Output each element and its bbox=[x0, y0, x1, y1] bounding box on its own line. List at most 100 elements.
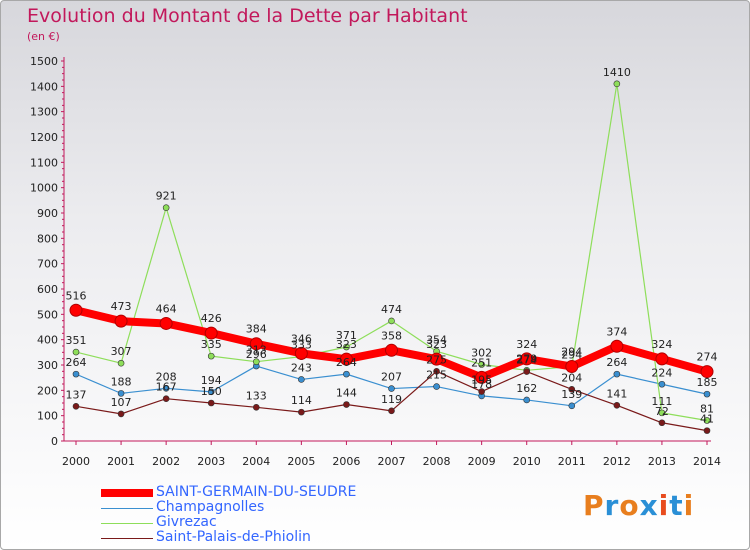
data-label: 185 bbox=[697, 376, 718, 389]
data-point bbox=[162, 395, 170, 402]
data-label: 243 bbox=[291, 361, 312, 374]
data-point bbox=[252, 404, 260, 411]
data-point bbox=[658, 409, 666, 417]
data-label: 111 bbox=[651, 395, 672, 408]
data-label: 384 bbox=[246, 323, 267, 336]
x-tick-label: 2014 bbox=[693, 455, 721, 468]
y-tick-label: 0 bbox=[51, 435, 58, 448]
x-tick-label: 2013 bbox=[648, 455, 676, 468]
data-label: 194 bbox=[201, 374, 222, 387]
data-point bbox=[658, 380, 666, 388]
legend-label: Champagnolles bbox=[156, 499, 265, 515]
y-tick-label: 1200 bbox=[30, 131, 58, 144]
data-point bbox=[388, 317, 395, 325]
x-tick-label: 2009 bbox=[468, 455, 496, 468]
data-label: 333 bbox=[291, 339, 312, 352]
x-tick-label: 2010 bbox=[513, 455, 541, 468]
data-label: 144 bbox=[336, 387, 357, 400]
data-label: 139 bbox=[561, 388, 582, 401]
data-point bbox=[523, 368, 531, 375]
y-tick-label: 600 bbox=[37, 283, 58, 296]
legend-label: SAINT-GERMAIN-DU-SEUDRE bbox=[156, 484, 357, 500]
data-point bbox=[523, 396, 531, 404]
data-label: 275 bbox=[426, 353, 447, 366]
data-label: 302 bbox=[471, 346, 492, 359]
data-label: 208 bbox=[156, 370, 177, 383]
y-tick-label: 900 bbox=[37, 207, 58, 220]
data-point bbox=[339, 352, 353, 366]
unit-label: (en €) bbox=[27, 30, 60, 43]
data-label: 167 bbox=[156, 381, 177, 394]
data-point bbox=[343, 343, 350, 351]
data-point bbox=[207, 399, 215, 407]
data-label: 72 bbox=[655, 405, 669, 418]
data-label: 324 bbox=[516, 338, 537, 351]
data-label: 464 bbox=[156, 302, 177, 315]
data-point bbox=[430, 352, 444, 366]
data-label: 207 bbox=[381, 371, 402, 384]
x-tick-label: 2004 bbox=[242, 455, 270, 468]
data-label: 204 bbox=[561, 371, 582, 384]
data-point bbox=[388, 385, 395, 392]
y-tick-label: 1500 bbox=[30, 55, 58, 68]
data-label: 354 bbox=[426, 333, 447, 346]
data-point bbox=[703, 390, 711, 398]
proxiti-logo: Proxiti bbox=[583, 489, 694, 522]
data-point bbox=[69, 303, 83, 317]
data-label: 324 bbox=[651, 338, 672, 351]
data-point bbox=[298, 376, 305, 383]
data-label: 371 bbox=[336, 329, 357, 342]
legend-swatch bbox=[101, 489, 153, 497]
logo-letter: P bbox=[583, 489, 605, 522]
data-point bbox=[343, 370, 350, 378]
data-label: 264 bbox=[606, 356, 627, 369]
y-tick-label: 200 bbox=[37, 384, 58, 397]
logo-letter: i bbox=[683, 489, 695, 522]
y-tick-label: 500 bbox=[37, 308, 58, 321]
x-tick-label: 2005 bbox=[287, 455, 315, 468]
data-label: 162 bbox=[516, 382, 537, 395]
data-point bbox=[520, 352, 534, 366]
data-point bbox=[478, 361, 485, 368]
data-label: 81 bbox=[700, 402, 714, 415]
data-label: 114 bbox=[291, 394, 312, 407]
data-point bbox=[252, 358, 260, 366]
logo-letter: r bbox=[604, 489, 620, 522]
logo-letter: i bbox=[658, 489, 670, 522]
data-point bbox=[388, 407, 395, 415]
data-label: 215 bbox=[426, 369, 447, 382]
data-point bbox=[658, 419, 666, 427]
data-label: 264 bbox=[336, 356, 357, 369]
data-label: 188 bbox=[111, 375, 132, 388]
data-label: 294 bbox=[561, 346, 582, 359]
data-point bbox=[433, 383, 440, 390]
data-label: 296 bbox=[246, 348, 267, 361]
data-label: 323 bbox=[336, 338, 357, 351]
data-label: 133 bbox=[246, 389, 267, 402]
data-point bbox=[72, 348, 80, 356]
data-label: 358 bbox=[381, 329, 402, 342]
data-point bbox=[475, 370, 489, 384]
data-label: 294 bbox=[561, 349, 582, 362]
data-label: 251 bbox=[471, 356, 492, 369]
legend-swatch bbox=[101, 537, 153, 539]
data-point bbox=[207, 352, 215, 360]
data-label: 41 bbox=[700, 413, 714, 426]
data-label: 426 bbox=[201, 312, 222, 325]
data-point bbox=[162, 204, 170, 211]
data-point bbox=[568, 402, 576, 410]
data-point bbox=[385, 343, 398, 357]
data-point bbox=[114, 314, 128, 328]
data-point bbox=[72, 370, 80, 378]
legend-swatch bbox=[101, 522, 153, 524]
data-label: 921 bbox=[156, 190, 177, 203]
legend-label: Saint-Palais-de-Phiolin bbox=[156, 529, 311, 545]
data-label: 474 bbox=[381, 303, 402, 316]
x-tick-label: 2011 bbox=[558, 455, 586, 468]
data-point bbox=[249, 337, 263, 351]
data-point bbox=[162, 385, 170, 392]
y-tick-label: 1000 bbox=[30, 182, 58, 195]
data-label: 279 bbox=[516, 352, 537, 365]
